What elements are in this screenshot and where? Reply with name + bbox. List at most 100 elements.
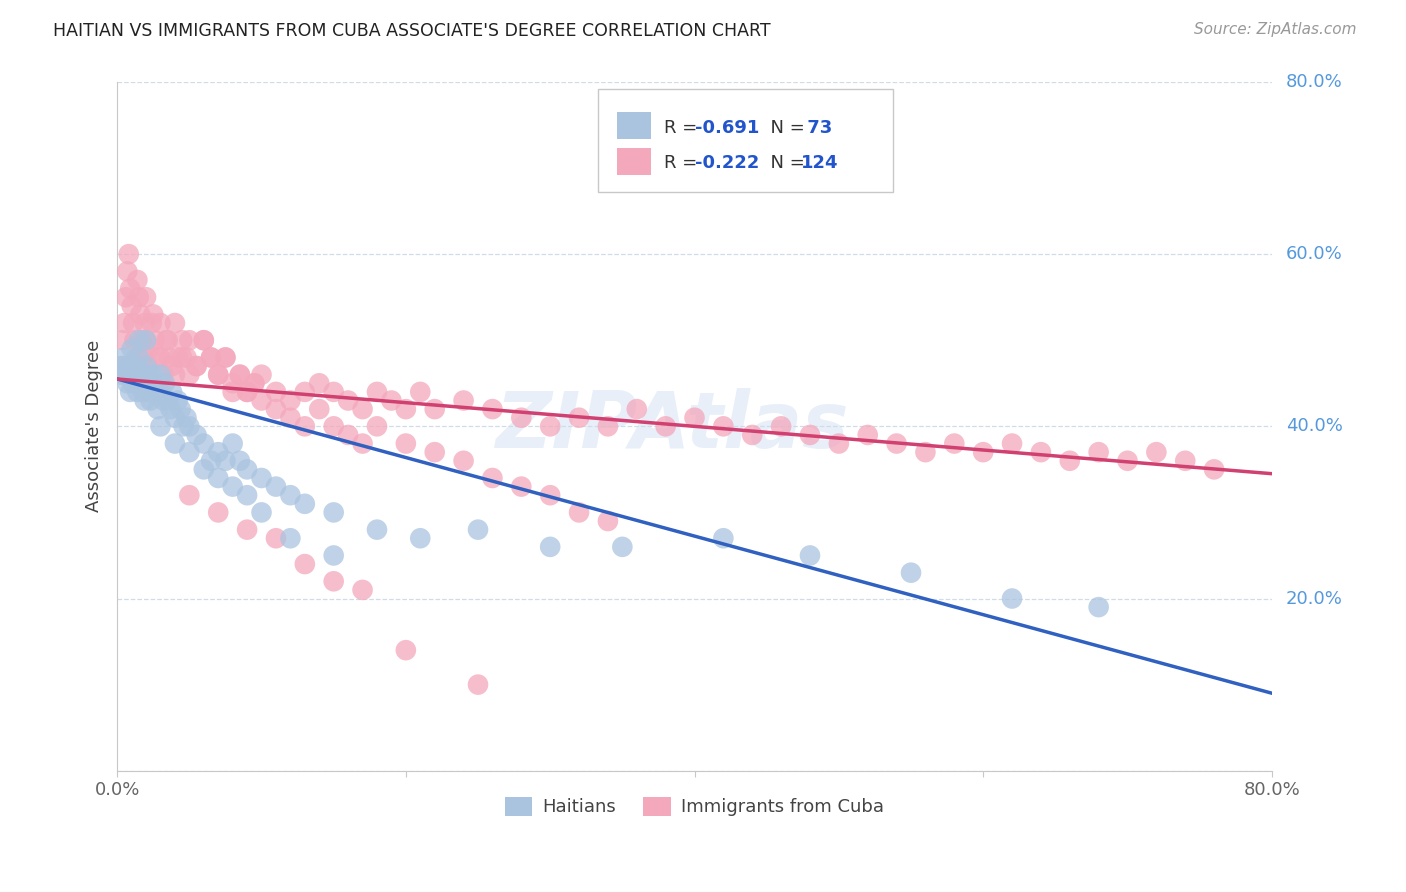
Point <box>111 359 134 373</box>
Point <box>200 351 222 365</box>
Point <box>626 402 648 417</box>
Point <box>453 454 475 468</box>
Point <box>146 402 169 417</box>
Point <box>131 333 153 347</box>
Point <box>193 462 215 476</box>
Point <box>179 488 201 502</box>
Text: -0.222: -0.222 <box>695 154 759 172</box>
Point <box>308 402 330 417</box>
Point <box>221 384 243 399</box>
Point <box>510 480 533 494</box>
Point <box>1029 445 1052 459</box>
Point <box>1087 600 1109 615</box>
Text: 40.0%: 40.0% <box>1285 417 1343 435</box>
Point <box>236 462 259 476</box>
Point <box>138 384 160 399</box>
Point <box>538 419 561 434</box>
Point <box>886 436 908 450</box>
Point <box>538 488 561 502</box>
Point <box>157 351 180 365</box>
Point <box>294 419 316 434</box>
Point <box>207 445 229 459</box>
Point <box>380 393 402 408</box>
Text: 80.0%: 80.0% <box>1285 73 1343 91</box>
Point <box>207 471 229 485</box>
Point <box>179 419 201 434</box>
Point <box>711 531 734 545</box>
Point <box>160 359 183 373</box>
Point <box>134 393 156 408</box>
Point <box>229 368 252 382</box>
Point <box>166 351 188 365</box>
Point <box>163 410 186 425</box>
Point <box>117 376 139 391</box>
Point <box>127 384 149 399</box>
Point <box>143 333 166 347</box>
Point <box>799 428 821 442</box>
Point <box>280 531 302 545</box>
Point <box>1174 454 1197 468</box>
Point <box>112 351 135 365</box>
Point <box>828 436 851 450</box>
Point <box>128 290 150 304</box>
Point <box>264 531 287 545</box>
Point <box>149 419 172 434</box>
Text: ZIPAtlas: ZIPAtlas <box>495 388 848 465</box>
Point <box>453 393 475 408</box>
Y-axis label: Associate's Degree: Associate's Degree <box>86 340 103 513</box>
Point <box>250 393 273 408</box>
Point <box>152 368 174 382</box>
Point <box>229 454 252 468</box>
Point <box>366 523 388 537</box>
Point <box>121 368 143 382</box>
Point <box>236 523 259 537</box>
Point <box>1001 436 1024 450</box>
Point <box>1144 445 1167 459</box>
Point <box>568 505 591 519</box>
Point <box>179 333 201 347</box>
Point <box>193 333 215 347</box>
Point <box>914 445 936 459</box>
Point <box>395 643 418 657</box>
Point <box>176 410 198 425</box>
Point <box>149 316 172 330</box>
Point <box>352 402 374 417</box>
Point <box>128 351 150 365</box>
Text: 73: 73 <box>801 119 832 136</box>
Point <box>510 410 533 425</box>
Text: HAITIAN VS IMMIGRANTS FROM CUBA ASSOCIATE'S DEGREE CORRELATION CHART: HAITIAN VS IMMIGRANTS FROM CUBA ASSOCIAT… <box>53 22 770 40</box>
Point <box>122 376 145 391</box>
Point <box>568 410 591 425</box>
Point <box>214 351 236 365</box>
Point <box>120 384 142 399</box>
Point <box>124 359 146 373</box>
Point <box>972 445 994 459</box>
Point <box>149 384 172 399</box>
Point <box>596 419 619 434</box>
Point <box>711 419 734 434</box>
Point <box>115 290 138 304</box>
Point <box>207 505 229 519</box>
Point <box>654 419 676 434</box>
Point <box>131 376 153 391</box>
Point <box>163 368 186 382</box>
Point <box>128 333 150 347</box>
Point <box>322 419 344 434</box>
Point <box>294 384 316 399</box>
Point <box>214 454 236 468</box>
Point <box>856 428 879 442</box>
Point <box>236 384 259 399</box>
Point <box>163 316 186 330</box>
Point <box>193 436 215 450</box>
Point <box>118 359 141 373</box>
Point <box>1087 445 1109 459</box>
Point <box>163 436 186 450</box>
Text: N =: N = <box>759 119 806 136</box>
Text: R =: R = <box>664 154 703 172</box>
Point <box>172 333 194 347</box>
Point <box>264 480 287 494</box>
Point <box>280 488 302 502</box>
Point <box>538 540 561 554</box>
Point <box>250 471 273 485</box>
Point <box>179 368 201 382</box>
